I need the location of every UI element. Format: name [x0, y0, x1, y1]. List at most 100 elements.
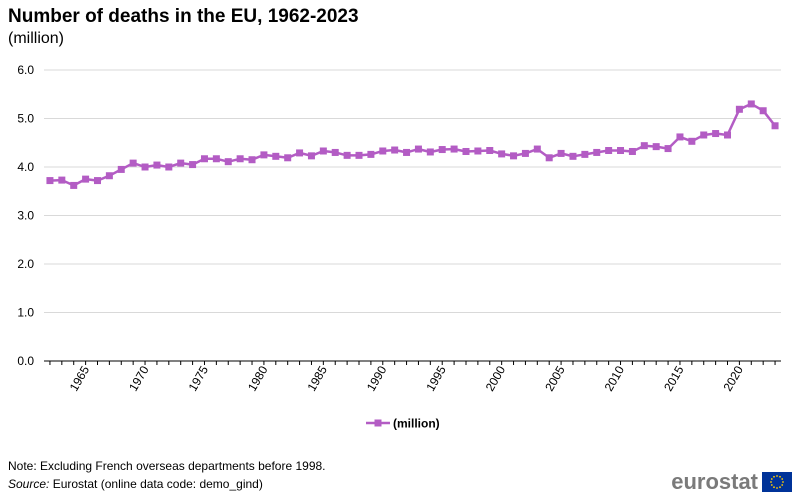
data-point — [605, 147, 613, 155]
y-tick-label: 6.0 — [17, 63, 34, 77]
legend-label: (million) — [393, 417, 440, 431]
series-line — [49, 102, 777, 187]
data-point — [236, 155, 244, 163]
data-point — [652, 143, 660, 151]
flag-star — [770, 484, 773, 486]
data-point — [676, 133, 684, 141]
data-point — [771, 122, 779, 130]
data-point — [640, 142, 648, 150]
data-point — [141, 163, 149, 171]
data-point — [664, 145, 672, 153]
chart-title: Number of deaths in the EU, 1962-2023 — [8, 6, 359, 27]
data-point — [628, 147, 636, 155]
data-point — [569, 152, 577, 160]
flag-star — [776, 475, 778, 477]
y-tick-label: 0.0 — [17, 354, 34, 368]
data-point — [200, 155, 208, 163]
flag-star — [770, 481, 772, 483]
data-point — [438, 146, 446, 154]
data-point — [735, 105, 743, 113]
data-point — [46, 177, 54, 185]
data-point — [177, 159, 185, 167]
data-point — [189, 161, 197, 169]
data-point — [688, 137, 696, 145]
data-point — [296, 149, 304, 157]
data-point — [486, 147, 494, 155]
data-point — [165, 163, 173, 171]
data-point — [129, 159, 137, 167]
x-tick-label: 1970 — [126, 363, 152, 393]
eurostat-logo: eurostat — [671, 469, 792, 495]
data-point — [593, 148, 601, 156]
data-point — [759, 107, 767, 115]
data-point — [724, 131, 732, 139]
data-point — [498, 150, 506, 158]
gridlines — [44, 69, 781, 313]
data-point — [379, 147, 387, 155]
data-point — [343, 151, 351, 159]
y-tick-label: 4.0 — [17, 160, 34, 174]
flag-star — [782, 481, 784, 483]
flag-star — [781, 478, 784, 480]
source-text: Eurostat (online data code: demo_gind) — [52, 477, 263, 491]
y-tick-label: 2.0 — [17, 257, 34, 271]
chart-subtitle: (million) — [8, 30, 64, 47]
data-point — [700, 131, 708, 139]
x-tick-label: 2020 — [721, 363, 747, 393]
flag-star — [779, 486, 781, 489]
x-tick-label: 1975 — [186, 363, 212, 393]
data-point — [58, 176, 66, 184]
flag-star — [773, 475, 775, 478]
y-tick-label: 1.0 — [17, 306, 34, 320]
data-point — [521, 149, 529, 157]
data-point — [474, 147, 482, 155]
source-line: Source: Eurostat (online data code: demo… — [8, 477, 263, 491]
data-point — [284, 154, 292, 162]
y-axis: 0.0 1.0 2.0 3.0 4.0 5.0 6.0 — [17, 63, 34, 368]
series-layer — [46, 100, 779, 189]
x-tick-label: 1965 — [67, 363, 93, 393]
y-tick-label: 5.0 — [17, 112, 34, 126]
legend-marker — [374, 419, 382, 427]
data-point — [212, 155, 220, 163]
data-point — [248, 156, 256, 164]
data-point — [319, 147, 327, 155]
x-tick-label: 2000 — [483, 363, 509, 393]
source-label: Source: — [8, 477, 50, 491]
brand-name: eurostat — [671, 469, 758, 494]
data-point — [426, 148, 434, 156]
data-point — [617, 147, 625, 155]
data-point — [105, 172, 113, 180]
y-tick-label: 3.0 — [17, 209, 34, 223]
x-tick-label: 1990 — [364, 363, 390, 393]
data-point — [70, 181, 78, 189]
data-point — [391, 146, 399, 154]
data-point — [260, 151, 268, 159]
x-tick-label: 2015 — [661, 363, 687, 393]
data-point — [462, 147, 470, 155]
data-point — [747, 100, 755, 108]
data-point — [224, 158, 232, 166]
legend: (million) — [366, 417, 440, 431]
flag-star — [773, 486, 775, 489]
data-point — [533, 145, 541, 153]
data-point — [712, 130, 720, 138]
data-point — [93, 177, 101, 185]
flag-star — [776, 487, 778, 489]
data-point — [581, 150, 589, 158]
data-point — [331, 148, 339, 156]
data-point — [403, 148, 411, 156]
flag-star — [779, 475, 781, 478]
data-point — [272, 152, 280, 160]
line-chart: 0.01.02.03.04.05.06.0 1965 1970 1975 1980 19… — [17, 63, 781, 431]
x-tick-label: 2010 — [602, 363, 628, 393]
data-point — [414, 145, 422, 153]
flag-star — [770, 478, 773, 480]
eu-flag-icon — [762, 472, 792, 492]
data-point — [450, 145, 458, 153]
flag-star — [781, 484, 784, 486]
footnote: Note: Excluding French overseas departme… — [8, 459, 326, 473]
data-point — [307, 152, 315, 160]
data-point — [117, 165, 125, 173]
data-point — [355, 151, 363, 159]
